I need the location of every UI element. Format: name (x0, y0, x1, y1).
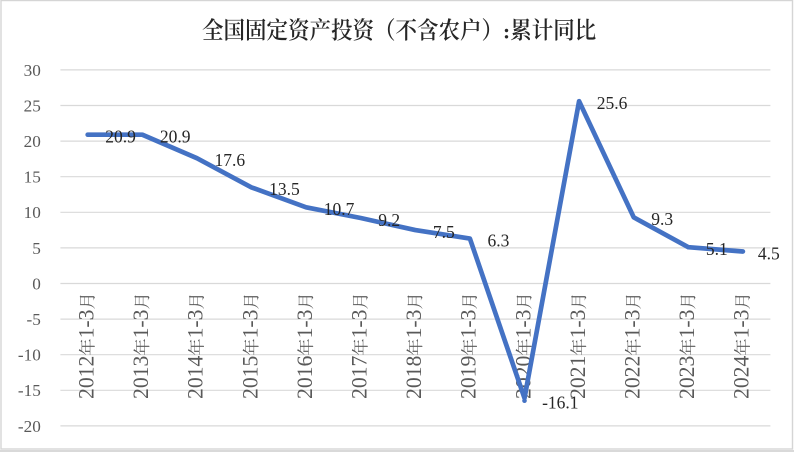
svg-text:0: 0 (32, 274, 41, 293)
svg-text:2013: 2013 (129, 356, 153, 399)
svg-text:2022: 2022 (621, 356, 645, 399)
svg-text:20.9: 20.9 (160, 127, 191, 147)
svg-text:9.2: 9.2 (378, 210, 400, 230)
svg-text:25.6: 25.6 (597, 93, 628, 113)
svg-text:-15: -15 (18, 381, 41, 400)
svg-text:1-3: 1-3 (457, 310, 481, 339)
svg-text:1-3: 1-3 (184, 310, 208, 339)
svg-text:30: 30 (24, 61, 41, 80)
svg-text:2019: 2019 (457, 356, 481, 399)
svg-text::: : (503, 20, 510, 44)
svg-text:10: 10 (24, 203, 41, 222)
svg-text:2016: 2016 (293, 355, 317, 399)
svg-text:1-3: 1-3 (348, 310, 372, 339)
svg-text:2021: 2021 (566, 356, 590, 399)
svg-text:2018: 2018 (402, 355, 426, 399)
svg-text:-16.1: -16.1 (542, 393, 578, 413)
svg-text:5: 5 (32, 239, 41, 258)
svg-text:1-3: 1-3 (402, 310, 426, 339)
svg-text:13.5: 13.5 (269, 179, 300, 199)
svg-text:1-3: 1-3 (675, 310, 699, 339)
svg-text:1-3: 1-3 (238, 310, 262, 339)
svg-text:5.1: 5.1 (706, 239, 728, 259)
svg-text:20: 20 (24, 132, 41, 151)
svg-text:1-3: 1-3 (566, 310, 590, 339)
svg-text:2012: 2012 (75, 356, 99, 399)
svg-text:2023: 2023 (675, 356, 699, 399)
svg-text:1-3: 1-3 (75, 310, 99, 339)
svg-text:2024: 2024 (730, 355, 754, 399)
svg-text:2017: 2017 (348, 355, 372, 399)
svg-text:1-3: 1-3 (621, 310, 645, 339)
svg-text:-5: -5 (26, 310, 40, 329)
svg-text:4.5: 4.5 (758, 243, 780, 263)
svg-text:1-3: 1-3 (293, 310, 317, 339)
svg-text:2014: 2014 (184, 355, 208, 399)
svg-text:9.3: 9.3 (651, 209, 673, 229)
svg-text:7.5: 7.5 (433, 222, 455, 242)
svg-text:17.6: 17.6 (215, 150, 246, 170)
svg-text:20.9: 20.9 (105, 127, 136, 147)
svg-text:15: 15 (24, 168, 41, 187)
svg-text:2015: 2015 (238, 356, 262, 399)
svg-text:-20: -20 (18, 417, 41, 436)
svg-text:1-3: 1-3 (129, 310, 153, 339)
svg-text:1-3: 1-3 (730, 310, 754, 339)
svg-text:10.7: 10.7 (324, 199, 355, 219)
svg-text:-10: -10 (18, 346, 41, 365)
svg-text:25: 25 (24, 96, 41, 115)
svg-text:1-3: 1-3 (511, 310, 535, 339)
svg-text:6.3: 6.3 (488, 230, 510, 250)
